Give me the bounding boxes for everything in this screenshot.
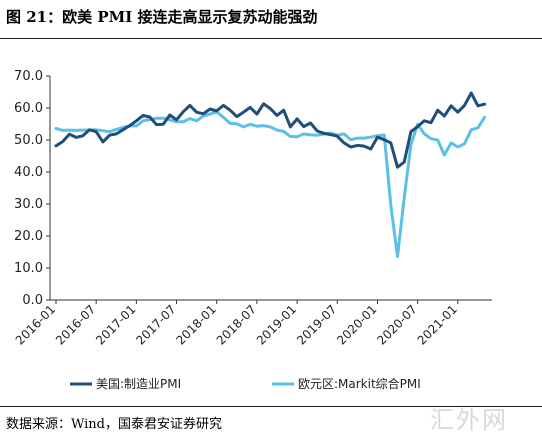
x-tick-label: 2019-01 [254, 302, 299, 347]
y-tick-label: 40.0 [14, 165, 43, 180]
y-tick-label: 70.0 [14, 69, 43, 84]
series-line-eurozone-composite-pmi [54, 110, 487, 258]
pmi-line-chart: 0.010.020.030.040.050.060.070.0 2016-012… [13, 69, 492, 391]
x-tick-label: 2017-01 [93, 302, 138, 347]
x-tick-label: 2020-01 [334, 302, 379, 347]
series-line-us-manufacturing-pmi [54, 91, 487, 169]
x-tick-label: 2020-07 [374, 302, 419, 347]
legend-label: 美国:制造业PMI [96, 377, 181, 391]
y-tick-label: 30.0 [14, 197, 43, 212]
x-tick-label: 2017-07 [133, 302, 178, 347]
y-tick-label: 20.0 [14, 229, 43, 244]
watermark: 汇外网 [430, 406, 508, 434]
x-tick-label: 2018-01 [173, 302, 218, 347]
x-tick-label: 2021-01 [415, 302, 460, 347]
source-note: 数据来源：Wind，国泰君安证券研究 [6, 417, 222, 432]
chart-title: 图 21：欧美 PMI 接连走高显示复苏动能强劲 [6, 8, 318, 26]
x-tick-label: 2016-01 [13, 302, 58, 347]
y-tick-label: 60.0 [14, 101, 43, 116]
title-divider [0, 38, 542, 39]
y-tick-label: 10.0 [14, 261, 43, 276]
source-divider [0, 406, 542, 407]
x-tick-label: 2016-07 [53, 302, 98, 347]
y-axis: 0.0 10.0 20.0 30.0 40.0 50.0 60.0 70.0 [14, 69, 51, 308]
y-tick-label: 0.0 [22, 293, 43, 308]
x-tick-label: 2018-07 [214, 302, 259, 347]
legend-label: 欧元区:Markit综合PMI [298, 376, 421, 391]
series-lines [54, 91, 487, 258]
x-axis: 2016-012016-072017-012017-072018-012018-… [13, 299, 492, 348]
x-tick-label: 2019-07 [294, 302, 339, 347]
y-tick-label: 50.0 [14, 133, 43, 148]
legend: 美国:制造业PMI 欧元区:Markit综合PMI [70, 376, 421, 391]
